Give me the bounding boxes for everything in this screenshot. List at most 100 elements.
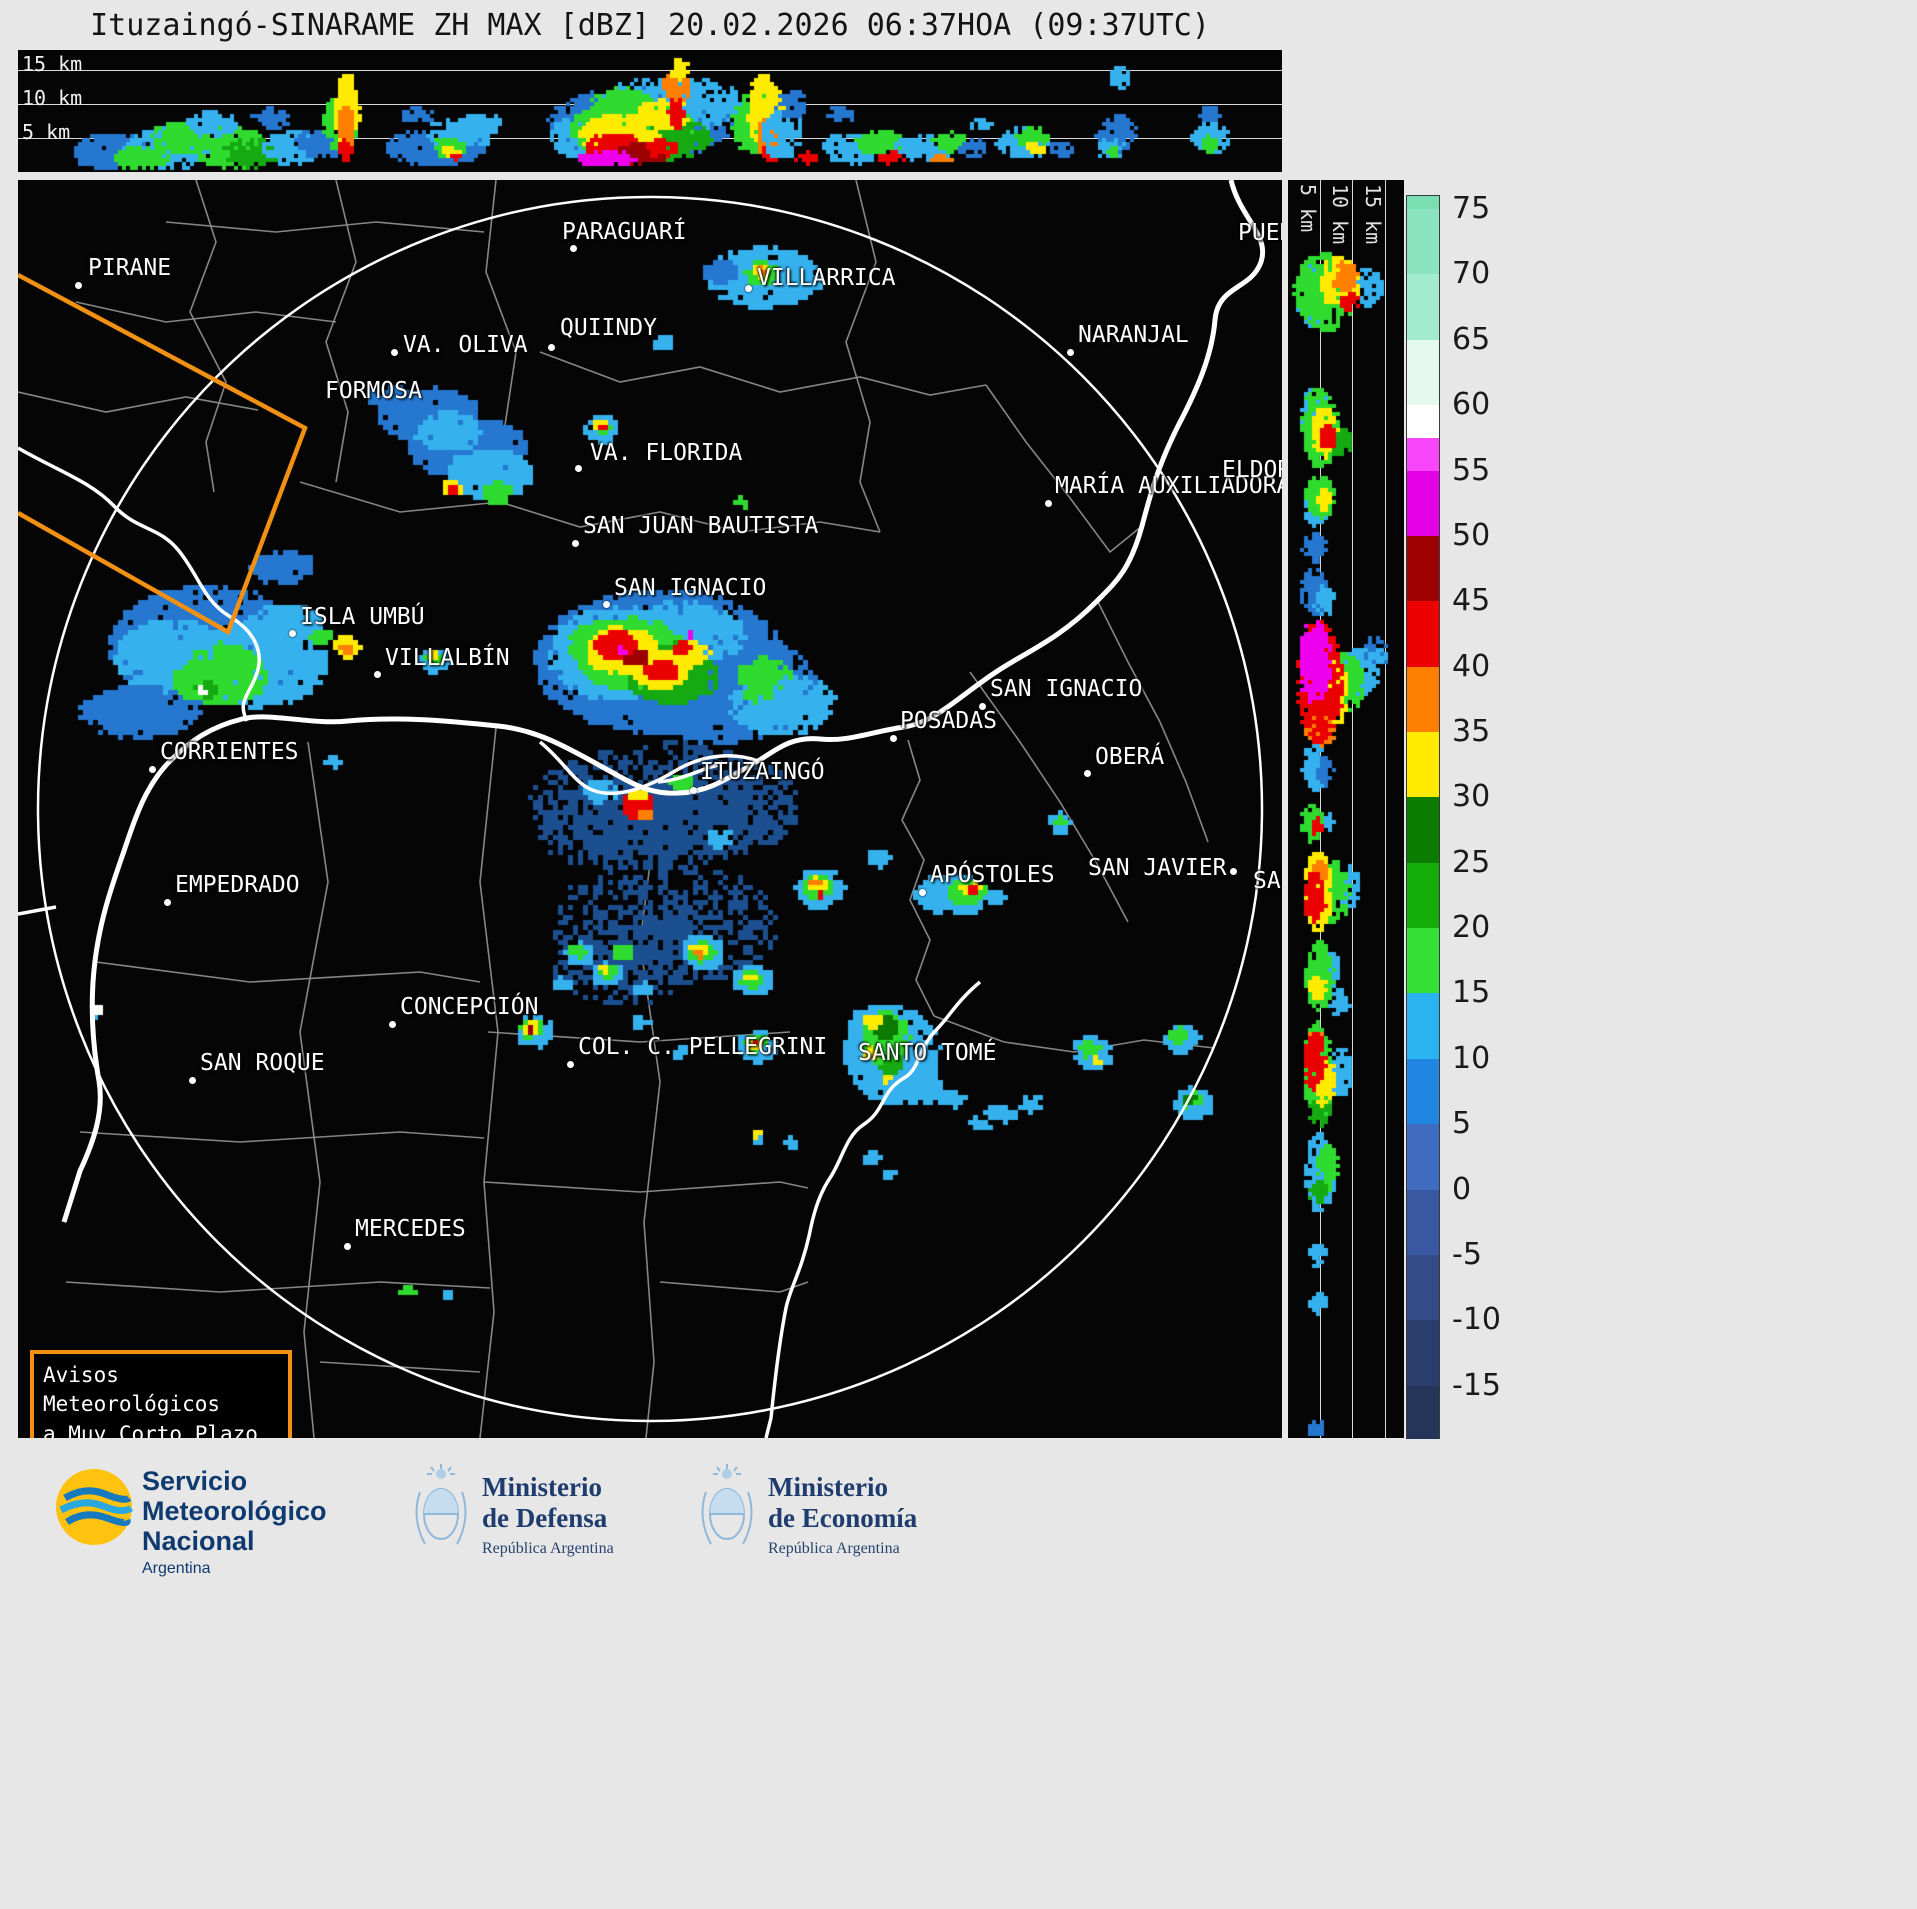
city-label: VA. OLIVA [403,332,528,358]
height-label-15km-v: 15 km [1361,184,1385,245]
geo-line [764,980,982,1438]
defensa-crest-icon [412,1462,470,1562]
city-label: NARANJAL [1078,322,1189,348]
city-dot [164,899,171,906]
colorbar-segment [1407,1124,1439,1191]
city-dot [1084,770,1091,777]
city-label: APÓSTOLES [930,862,1055,888]
city-dot [572,540,579,547]
city-dot [919,889,926,896]
height-label-10km: 10 km [22,86,83,110]
height-label-15km: 15 km [22,52,83,76]
geo-line [18,446,261,722]
geo-line [538,740,759,796]
city-dot [344,1243,351,1250]
city-dot [567,1061,574,1068]
city-dot [149,766,156,773]
geo-line [61,180,1266,1223]
city-label: ITUZAINGÓ [700,759,825,785]
colorbar-segment [1407,274,1439,341]
city-label: SAN ROQUE [200,1050,325,1076]
city-dot [570,245,577,252]
city-label: SANTO TOMÉ [858,1040,997,1066]
colorbar-tick: -10 [1452,1302,1501,1338]
city-label: MARÍA AUXILIADORA [1055,473,1282,499]
economia-wordmark: Ministerio de Economía República Argenti… [768,1472,917,1558]
city-label: PUERTO RICO [1238,220,1282,246]
colorbar-tick: 70 [1452,256,1491,292]
colorbar-segment [1407,601,1439,668]
smn-line-3: Nacional [142,1526,255,1557]
colorbar-segment [1407,1385,1439,1439]
city-label: OBERÁ [1095,744,1165,770]
city-label: ELDORADO [1222,457,1282,483]
colorbar-tick: 35 [1452,714,1491,750]
colorbar-tick: 10 [1452,1040,1491,1076]
colorbar-tick: 45 [1452,583,1491,619]
colorbar-tick: 20 [1452,910,1491,946]
top-cross-section-panel: 15 km 10 km 5 km [18,50,1282,172]
city-dot [289,630,296,637]
city-label: EMPEDRADO [175,872,300,898]
city-dot [690,787,697,794]
city-label: FORMOSA [325,378,422,404]
colorbar-tick: 5 [1452,1106,1472,1142]
colorbar-segment [1407,993,1439,1060]
colorbar-tick: -15 [1452,1367,1501,1403]
city-dot [1230,868,1237,875]
city-label: SAN IGNACIO [990,676,1143,702]
city-dot [548,344,555,351]
city-label: MERCEDES [355,1216,466,1242]
colorbar-segment [1407,209,1439,276]
smn-wordmark: Servicio Meteorológico Nacional Argentin… [142,1466,327,1578]
colorbar-tick: -5 [1452,1236,1482,1272]
colorbar-segment [1407,437,1439,472]
economia-country: República Argentina [768,1540,900,1558]
colorbar-segment [1407,797,1439,864]
warning-line-2: a Muy Corto Plazo [43,1421,258,1438]
colorbar-segment [1407,732,1439,799]
city-label: SAN JUAN BAUTISTA [583,513,819,539]
radar-map-panel: PIRANE PARAGUARÍ VILLARRICA QUIINDY VA. OLIV… [18,180,1282,1438]
city-label: QUIINDY [560,315,657,341]
colorbar-segment [1407,339,1439,406]
city-label: VA. FLORIDA [590,440,743,466]
colorbar-tick: 60 [1452,387,1491,423]
top-cross-section-canvas [18,50,1282,172]
warning-polygon [18,273,308,636]
height-label-5km: 5 km [22,120,71,144]
city-label: VILLARRICA [757,265,896,291]
city-label: PIRANE [88,255,172,281]
defensa-wordmark: Ministerio de Defensa República Argentin… [482,1472,614,1558]
city-dot [575,465,582,472]
city-dot [189,1077,196,1084]
economia-crest-icon [698,1462,756,1562]
rivers-range-ring-layer [18,180,1266,1438]
colorbar-tick: 50 [1452,517,1491,553]
smn-logo-icon [55,1468,134,1550]
height-label-10km-v: 10 km [1328,184,1352,245]
city-label: CONCEPCIÓN [400,994,539,1020]
right-cross-section-canvas [1288,180,1404,1438]
colorbar-segment [1407,862,1439,929]
range-ring [36,195,1264,1423]
colorbar-segment [1407,1254,1439,1322]
colorbar-tick: 15 [1452,975,1491,1011]
city-dot [979,703,986,710]
colorbar-tick: 25 [1452,844,1491,880]
defensa-country: República Argentina [482,1540,614,1558]
page-title: Ituzaingó-SINARAME ZH MAX [dBZ] 20.02.20… [90,8,1210,43]
city-dot [389,1021,396,1028]
city-dot [1067,349,1074,356]
city-dot [374,671,381,678]
colorbar-segment [1407,1058,1439,1125]
defensa-title: Ministerio [482,1472,602,1502]
city-label: SAN JAVIER [1088,855,1227,881]
warning-notice-box: Avisos Meteorológicos a Muy Corto Plazo [30,1350,292,1438]
city-label: ISLA UMBÚ [300,604,425,630]
city-label: CORRIENTES [160,739,299,765]
colorbar-tick: 55 [1452,452,1491,488]
height-label-5km-v: 5 km [1296,184,1320,233]
warning-line-1: Avisos Meteorológicos [43,1363,221,1417]
